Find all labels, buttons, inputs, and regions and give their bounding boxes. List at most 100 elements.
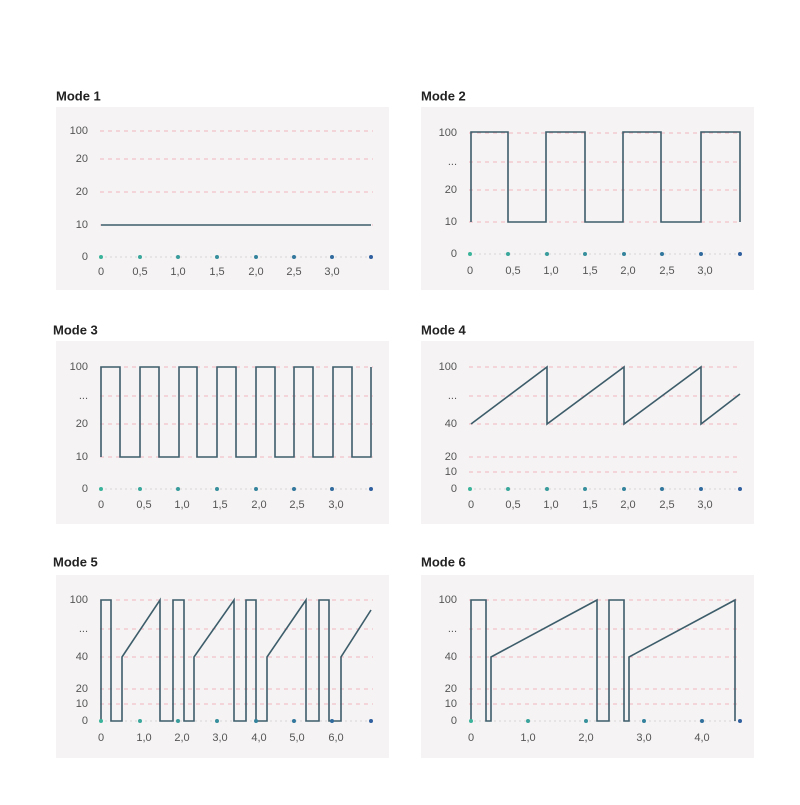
- x-tick-label: 1,5: [209, 266, 224, 278]
- axis-dot: [330, 719, 334, 723]
- axis-dot: [738, 487, 742, 491]
- y-tick-label: 10: [76, 219, 88, 231]
- axis-dot: [138, 255, 142, 259]
- x-tick-label: 1,0: [170, 266, 185, 278]
- x-tick-label: 2,0: [578, 732, 593, 744]
- waveform: [470, 365, 741, 426]
- y-tick-label: 40: [445, 418, 457, 430]
- axis-dot: [138, 719, 142, 723]
- axis-dot: [469, 719, 473, 723]
- x-tick-label: 1,0: [520, 732, 535, 744]
- axis-dot: [700, 719, 704, 723]
- axis-dot: [292, 487, 296, 491]
- x-tick-label: 5,0: [289, 732, 304, 744]
- panel-background: [56, 341, 389, 524]
- x-tick-label: 2,0: [174, 732, 189, 744]
- axis-dot: [506, 487, 510, 491]
- y-tick-label: 10: [445, 216, 457, 228]
- panel-title: Mode 5: [53, 554, 98, 569]
- waveform: [470, 131, 741, 223]
- y-tick-label: 20: [76, 186, 88, 198]
- y-tick-label: 40: [76, 651, 88, 663]
- axis-dot: [583, 252, 587, 256]
- y-tick-label: 100: [70, 361, 88, 373]
- y-tick-label: ...: [448, 156, 457, 168]
- x-tick-label: 0: [98, 499, 104, 511]
- x-tick-label: 1,5: [212, 499, 227, 511]
- y-tick-label: 20: [76, 153, 88, 165]
- y-tick-label: 10: [445, 466, 457, 478]
- axis-dot: [699, 487, 703, 491]
- y-tick-label: 100: [70, 594, 88, 606]
- axis-dot: [526, 719, 530, 723]
- axis-dot: [506, 252, 510, 256]
- x-tick-label: 4,0: [694, 732, 709, 744]
- axis-dot: [99, 255, 103, 259]
- x-tick-label: 2,0: [620, 499, 635, 511]
- panel-title: Mode 6: [421, 554, 466, 569]
- y-tick-label: 10: [76, 698, 88, 710]
- axis-dot: [738, 252, 742, 256]
- x-tick-label: 2,5: [659, 499, 674, 511]
- axis-dot: [254, 255, 258, 259]
- axis-dot: [660, 252, 664, 256]
- y-tick-label: 0: [451, 248, 457, 260]
- axis-dot: [468, 252, 472, 256]
- x-tick-label: 0,5: [505, 499, 520, 511]
- x-tick-label: 2,0: [251, 499, 266, 511]
- waveform: [470, 598, 736, 722]
- x-tick-label: 3,0: [697, 265, 712, 277]
- y-tick-label: 20: [445, 451, 457, 463]
- axis-dot: [545, 487, 549, 491]
- x-tick-label: 6,0: [328, 732, 343, 744]
- panel-title: Mode 2: [421, 88, 466, 103]
- axis-dot: [176, 487, 180, 491]
- axis-dot: [176, 719, 180, 723]
- panel-background: [421, 107, 754, 290]
- x-tick-label: 1,0: [174, 499, 189, 511]
- y-tick-label: 0: [82, 715, 88, 727]
- y-tick-label: 100: [439, 127, 457, 139]
- axis-dot: [215, 255, 219, 259]
- axis-dot: [738, 719, 742, 723]
- x-tick-label: 3,0: [697, 499, 712, 511]
- x-tick-label: 1,0: [543, 499, 558, 511]
- axis-dot: [176, 255, 180, 259]
- x-tick-label: 3,0: [328, 499, 343, 511]
- axis-dot: [468, 487, 472, 491]
- y-tick-label: 10: [76, 451, 88, 463]
- axis-dot: [254, 487, 258, 491]
- y-tick-label: 10: [445, 698, 457, 710]
- x-tick-label: 2,5: [289, 499, 304, 511]
- axis-dot: [369, 487, 373, 491]
- panel-title: Mode 3: [53, 322, 98, 337]
- y-tick-label: 0: [82, 251, 88, 263]
- y-tick-label: ...: [79, 390, 88, 402]
- x-tick-label: 1,0: [136, 732, 151, 744]
- x-tick-label: 3,0: [324, 266, 339, 278]
- x-tick-label: 0,5: [132, 266, 147, 278]
- y-tick-label: 40: [445, 651, 457, 663]
- axis-dot: [622, 252, 626, 256]
- panel-background: [56, 107, 389, 290]
- axis-dot: [545, 252, 549, 256]
- x-tick-label: 1,5: [582, 499, 597, 511]
- x-tick-label: 0,5: [505, 265, 520, 277]
- y-tick-label: 20: [76, 418, 88, 430]
- axis-dot: [699, 252, 703, 256]
- axis-dot: [330, 487, 334, 491]
- axis-dot: [369, 719, 373, 723]
- y-tick-label: 0: [82, 483, 88, 495]
- axis-dot: [138, 487, 142, 491]
- y-tick-label: 100: [439, 594, 457, 606]
- y-tick-label: ...: [448, 623, 457, 635]
- axis-dot: [215, 487, 219, 491]
- waveform: [100, 366, 372, 458]
- axis-dot: [330, 255, 334, 259]
